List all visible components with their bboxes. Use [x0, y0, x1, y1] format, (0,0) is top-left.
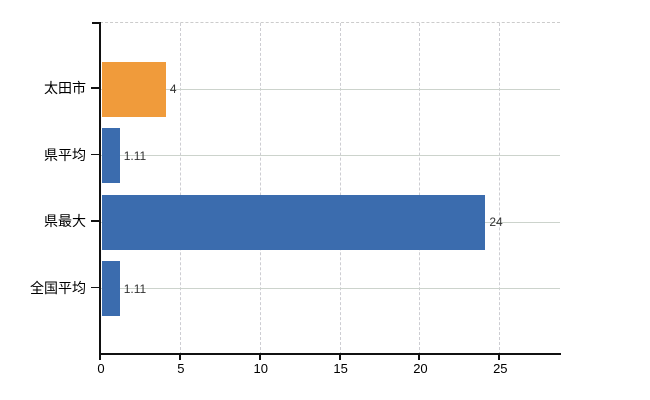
- x-gridline: [339, 23, 341, 355]
- x-gridline: [259, 23, 261, 355]
- x-gridline: [419, 23, 421, 355]
- x-tick-label: 10: [253, 361, 268, 376]
- y-axis-tick: [91, 153, 100, 156]
- x-axis-line: [99, 353, 561, 355]
- category-gridline: [100, 88, 560, 90]
- category-label: 全国平均: [30, 279, 86, 296]
- y-axis-line: [99, 22, 101, 360]
- bar: [102, 194, 486, 250]
- x-axis-tick: [258, 354, 261, 360]
- y-axis-top-tick: [92, 22, 100, 24]
- x-tick-label: 15: [333, 361, 348, 376]
- x-axis-tick: [178, 354, 181, 360]
- y-axis-tick: [91, 286, 100, 289]
- y-axis-tick: [91, 220, 100, 222]
- bar-value-label: 24: [489, 215, 503, 230]
- x-axis-tick: [418, 354, 421, 360]
- x-gridline: [179, 23, 181, 355]
- bar-value-label: 1.11: [123, 148, 147, 163]
- category-gridline: [100, 288, 560, 290]
- category-label: 県最大: [44, 213, 86, 230]
- bar: [102, 61, 166, 117]
- category-label: 県平均: [44, 146, 86, 163]
- x-tick-label: 25: [493, 361, 508, 376]
- bar: [102, 128, 120, 184]
- x-tick-label: 5: [177, 361, 185, 376]
- x-tick-label: 20: [413, 361, 428, 376]
- bar: [102, 261, 120, 317]
- category-gridline: [100, 155, 560, 157]
- bar-value-label: 4: [169, 82, 177, 97]
- bar-value-label: 1.11: [123, 281, 147, 296]
- plot-area: 4 1.11 24 1.11: [100, 22, 560, 355]
- x-gridline: [499, 23, 501, 355]
- x-axis-tick: [498, 354, 501, 360]
- x-tick-label: 0: [97, 361, 105, 376]
- x-axis-tick: [338, 354, 341, 360]
- y-axis-tick: [91, 87, 100, 89]
- category-label: 太田市: [44, 80, 86, 97]
